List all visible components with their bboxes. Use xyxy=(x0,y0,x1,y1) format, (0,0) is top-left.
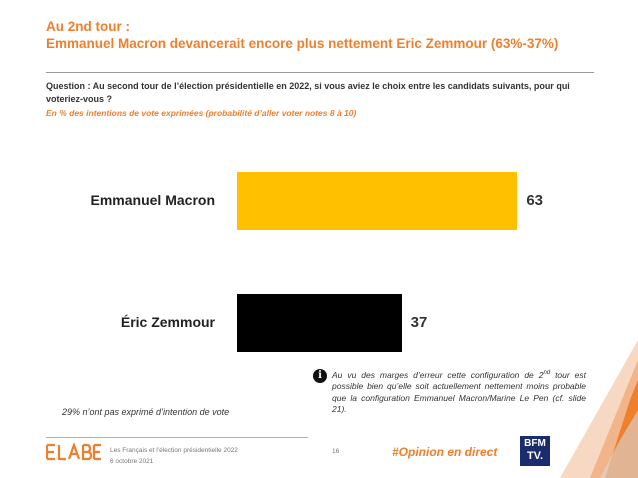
bar-value-label: 63 xyxy=(526,192,544,209)
footer-date: 6 octobre 2021 xyxy=(110,458,154,465)
margin-note: Au vu des marges d’erreur cette configur… xyxy=(332,368,586,416)
abstain-note: 29% n’ont pas exprimé d’intention de vot… xyxy=(62,407,230,417)
bfm-tv-logo: BFM TV. xyxy=(520,436,550,466)
title-line-1: Au 2nd tour : xyxy=(46,19,130,34)
title-divider xyxy=(46,72,594,73)
bfm-logo-bottom: TV. xyxy=(526,450,544,462)
question-text: Question : Au second tour de l’élection … xyxy=(46,81,570,104)
bar-label: Emmanuel Macron xyxy=(90,192,215,208)
slide-title: Au 2nd tour : Emmanuel Macron devancerai… xyxy=(46,18,606,52)
page-number: 16 xyxy=(332,448,340,455)
footer-divider xyxy=(46,437,308,438)
bar xyxy=(237,294,402,352)
note-superscript: nd xyxy=(543,370,551,376)
bar-value-label: 37 xyxy=(410,314,428,331)
bar-label: Éric Zemmour xyxy=(120,314,215,330)
info-icon: i xyxy=(313,369,327,383)
decorative-triangle xyxy=(560,340,638,478)
elabe-logo xyxy=(46,443,101,461)
bfm-logo-top: BFM xyxy=(524,438,546,449)
hashtag: #Opinion en direct xyxy=(392,445,498,459)
question-subtitle: En % des intentions de vote exprimées (p… xyxy=(46,108,357,118)
title-line-2: Emmanuel Macron devancerait encore plus … xyxy=(46,36,559,51)
note-text-2: tour est possible bien qu’elle soit actu… xyxy=(332,369,586,415)
footer-survey-title: Les Français et l’élection présidentiell… xyxy=(110,447,238,454)
note-text-1: Au vu des marges d’erreur cette configur… xyxy=(332,369,544,380)
bar xyxy=(237,172,518,230)
